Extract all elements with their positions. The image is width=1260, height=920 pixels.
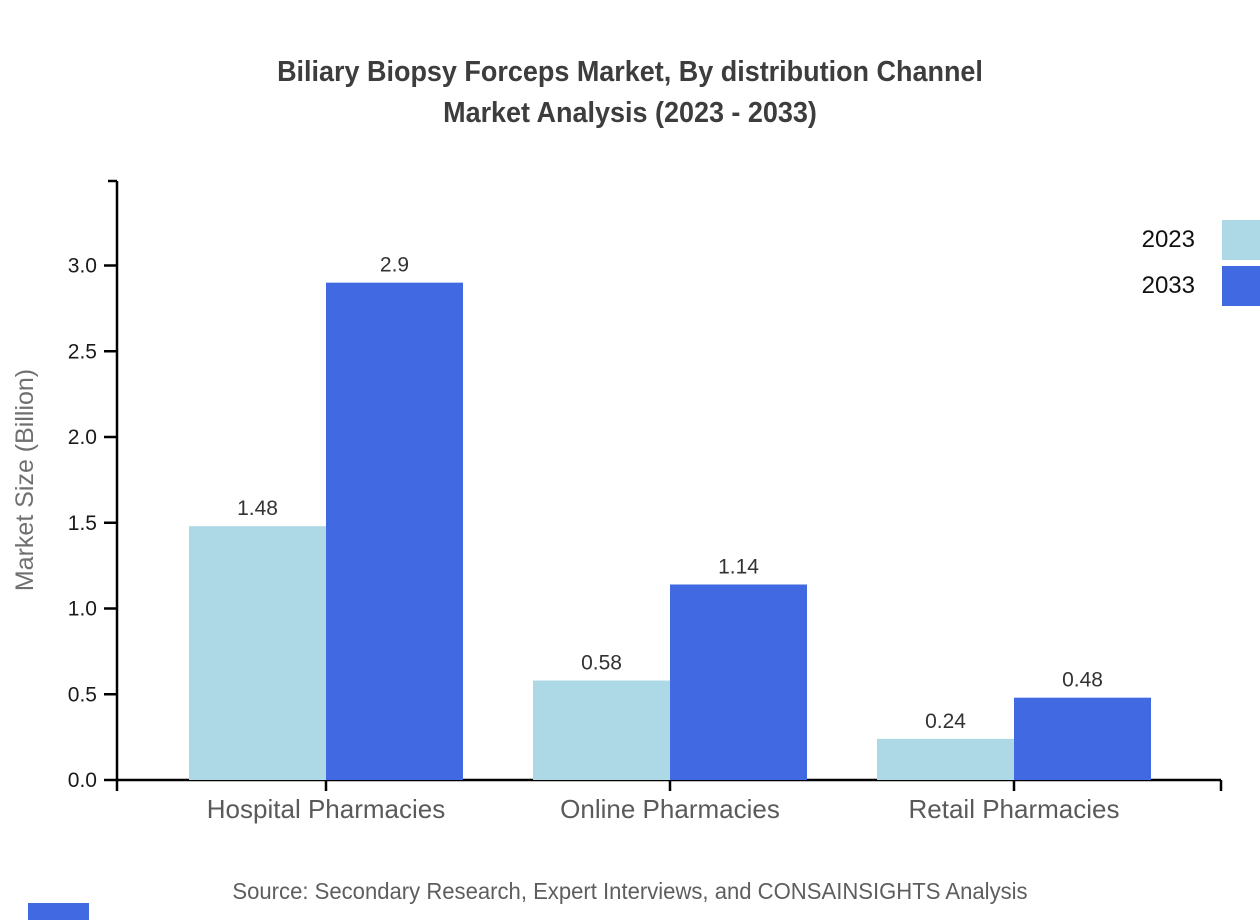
legend-item-2033: 2033 <box>1142 266 1260 306</box>
y-tick-label: 0.0 <box>68 769 97 792</box>
legend-label-2033: 2033 <box>1141 272 1195 299</box>
bar-2023-0 <box>189 526 326 780</box>
bar-value-label: 0.48 <box>1062 669 1103 692</box>
bar-2023-2 <box>877 738 1014 780</box>
y-tick-label: 2.5 <box>68 340 97 363</box>
y-tick-label: 1.5 <box>68 512 97 535</box>
chart-title-line1: Biliary Biopsy Forceps Market, By distri… <box>277 56 983 88</box>
bar-2023-1 <box>533 680 670 780</box>
category-label: Online Pharmacies <box>560 794 780 824</box>
category-label: Hospital Pharmacies <box>207 794 445 824</box>
y-axis-title: Market Size (Billion) <box>11 369 39 591</box>
legend-swatch-2023 <box>1222 220 1260 260</box>
bar-2033-2 <box>1014 697 1151 780</box>
legend-item-2023: 2023 <box>1142 220 1260 260</box>
chart-title-line2: Market Analysis (2023 - 2033) <box>443 97 817 129</box>
category-label: Retail Pharmacies <box>909 794 1120 824</box>
y-tick-label: 3.0 <box>68 255 97 278</box>
bar-value-label: 0.58 <box>581 652 622 675</box>
legend-swatch-2033 <box>1222 266 1260 306</box>
bar-2033-0 <box>326 282 463 780</box>
brand-mark <box>28 903 89 920</box>
bar-value-label: 1.48 <box>237 497 278 520</box>
legend-label-2023: 2023 <box>1141 226 1195 253</box>
y-tick-label: 1.0 <box>68 598 97 621</box>
bar-value-label: 1.14 <box>718 555 759 578</box>
bar-2033-1 <box>670 584 807 780</box>
source-note: Source: Secondary Research, Expert Inter… <box>232 878 1028 904</box>
y-tick-label: 0.5 <box>68 683 97 706</box>
bar-value-label: 0.24 <box>925 710 966 733</box>
legend: 2023 2033 <box>1142 220 1260 306</box>
y-tick-label: 2.0 <box>68 426 97 449</box>
bar-value-label: 2.9 <box>380 254 409 277</box>
chart-title: Biliary Biopsy Forceps Market, By distri… <box>0 52 1260 134</box>
